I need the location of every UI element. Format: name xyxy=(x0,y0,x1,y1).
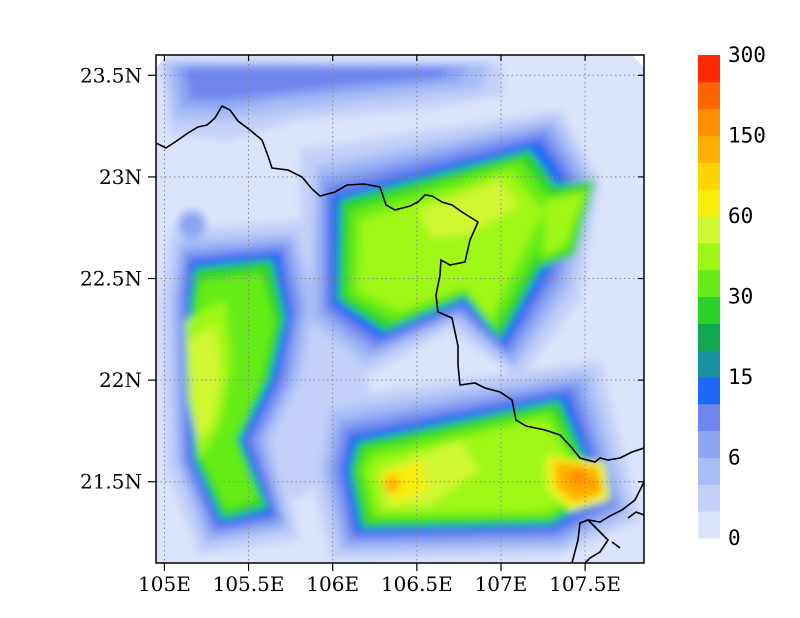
colorbar-swatch xyxy=(698,377,720,405)
colorbar-swatch xyxy=(698,108,720,136)
y-tick-label: 21.5N xyxy=(80,470,142,494)
x-tick-label: 105E xyxy=(138,572,191,596)
colorbar: 0 6 15 30 60 150 300 xyxy=(698,43,766,550)
y-tick-label: 23N xyxy=(99,165,142,189)
map-panel: 105E 105.5E 106E 106.5E 107E 107.5E 23.5N23N2… xyxy=(80,54,645,596)
colorbar-swatch xyxy=(698,511,720,539)
x-tick-label: 107.5E xyxy=(549,572,621,596)
colorbar-swatch xyxy=(698,55,720,83)
colorbar-swatch xyxy=(698,350,720,378)
country-border xyxy=(156,104,644,463)
colorbar-swatch xyxy=(698,242,720,271)
colorbar-swatch xyxy=(698,135,720,163)
colorbar-label: 300 xyxy=(728,43,766,67)
colorbar-swatch xyxy=(698,162,720,190)
precipitation-contours xyxy=(156,55,644,560)
map-grid xyxy=(156,55,644,563)
colorbar-label: 30 xyxy=(728,285,753,309)
colorbar-swatch xyxy=(698,269,720,297)
colorbar-label: 150 xyxy=(728,124,766,148)
colorbar-label: 60 xyxy=(728,204,753,228)
y-tick-label: 22.5N xyxy=(80,267,142,291)
x-tick-label: 105.5E xyxy=(213,572,285,596)
y-axis-labels: 23.5N 23N 22.5N 22N 21.5N xyxy=(80,63,142,493)
colorbar-swatch xyxy=(698,323,720,351)
axis-ticks xyxy=(148,55,644,571)
y-tick-label: 22N xyxy=(99,368,142,392)
colorbar-swatch xyxy=(698,403,720,432)
x-tick-label: 106E xyxy=(306,572,359,596)
colorbar-swatch xyxy=(698,457,720,485)
colorbar-label: 0 xyxy=(728,526,741,550)
x-tick-label: 107E xyxy=(475,572,528,596)
colorbar-label: 6 xyxy=(728,446,741,470)
x-tick-label: 106.5E xyxy=(381,572,453,596)
map-frame xyxy=(155,54,645,564)
colorbar-swatch xyxy=(698,296,720,324)
y-tick-label: 23.5N xyxy=(80,63,142,87)
colorbar-swatch xyxy=(698,430,720,458)
colorbar-swatch xyxy=(698,81,720,110)
colorbar-swatch xyxy=(698,189,720,217)
colorbar-label: 15 xyxy=(728,365,753,389)
x-axis-labels: 105E 105.5E 106E 106.5E 107E 107.5E xyxy=(138,572,621,596)
coastline xyxy=(571,481,644,563)
colorbar-swatch xyxy=(698,216,720,244)
colorbar-swatch xyxy=(698,484,720,512)
